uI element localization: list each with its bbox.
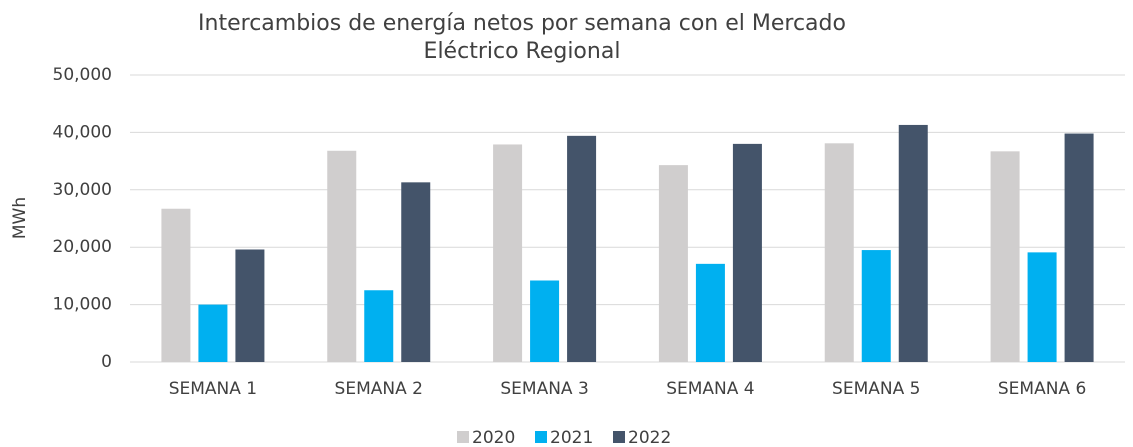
y-tick-label: 50,000: [53, 65, 112, 85]
y-tick-label: 20,000: [53, 237, 112, 257]
x-tick-label: SEMANA 1: [169, 379, 257, 399]
y-tick-label: 30,000: [53, 180, 112, 200]
bar: [1027, 252, 1057, 362]
y-tick-label: 40,000: [53, 122, 112, 142]
x-tick-label: SEMANA 2: [335, 379, 423, 399]
bar: [198, 304, 228, 362]
x-tick-label: SEMANA 5: [832, 379, 920, 399]
bar: [161, 208, 191, 362]
x-tick-label: SEMANA 6: [998, 379, 1086, 399]
bar: [1064, 133, 1094, 362]
y-tick-label: 10,000: [53, 295, 112, 315]
legend-swatch: [613, 431, 625, 443]
legend-label: 2020: [472, 428, 515, 447]
bar: [235, 249, 265, 362]
x-tick-label: SEMANA 4: [666, 379, 754, 399]
bar: [658, 165, 688, 362]
bar: [327, 150, 357, 362]
x-tick-label: SEMANA 3: [500, 379, 588, 399]
legend-label: 2021: [550, 428, 593, 447]
bar: [824, 143, 854, 362]
bar: [364, 290, 394, 362]
bar: [401, 182, 431, 362]
bar: [990, 151, 1020, 362]
legend-swatch: [457, 431, 469, 443]
chart-title: Intercambios de energía netos por semana…: [198, 11, 846, 64]
bar: [567, 135, 597, 362]
y-axis-label: MWh: [10, 197, 30, 239]
bar: [861, 250, 891, 362]
legend-swatch: [535, 431, 547, 443]
legend-label: 2022: [628, 428, 671, 447]
bar: [898, 124, 928, 362]
bar: [732, 143, 762, 362]
y-tick-label: 0: [101, 352, 112, 372]
bar: [695, 263, 725, 362]
bar: [530, 280, 560, 362]
bar: [493, 144, 523, 362]
